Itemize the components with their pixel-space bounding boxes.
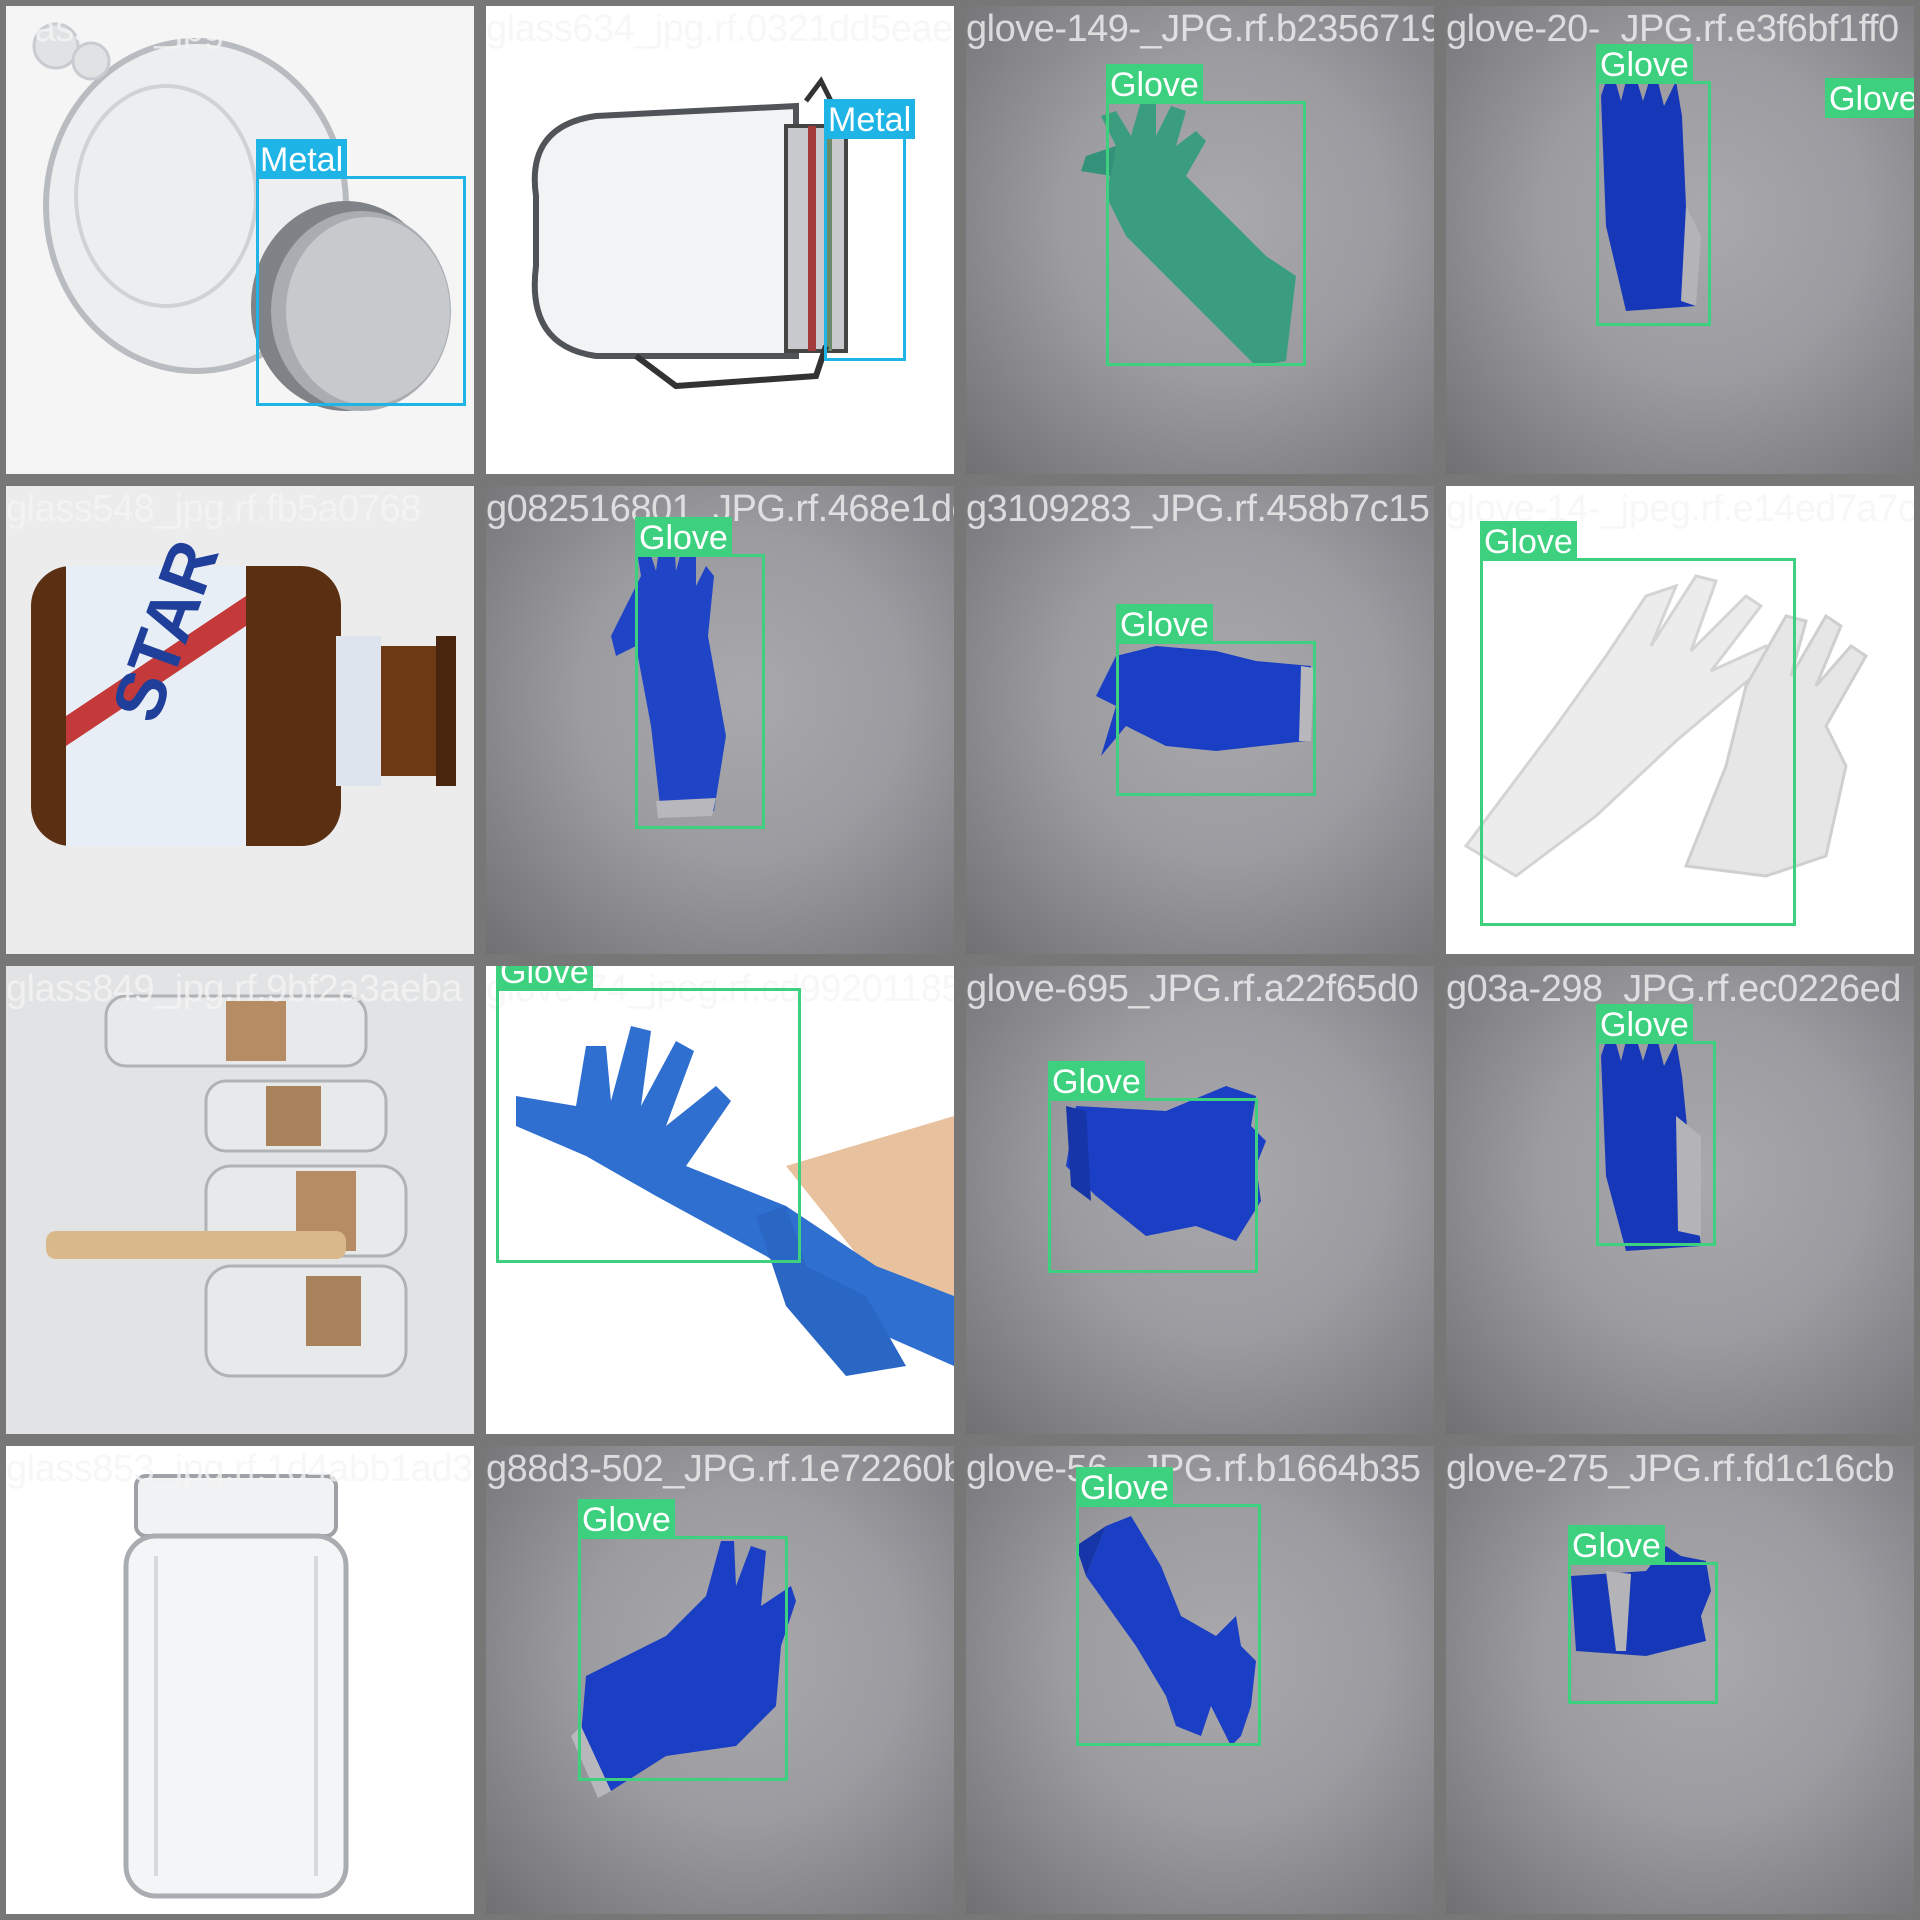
class-label: Glove <box>1568 1525 1665 1565</box>
blue-glove-image <box>1076 1516 1256 1746</box>
white-gloves-image <box>1446 486 1914 954</box>
class-label: Glove <box>1480 521 1577 561</box>
beer-bottle-image: STAR <box>6 486 474 954</box>
tile-glove-14: glove-14-_jpeg.rf.e14ed7a7c Glove <box>1440 480 1920 960</box>
tile-g03a-298: g03a-298_JPG.rf.ec0226ed Glove <box>1440 960 1920 1440</box>
tile-glass849: glass849_jpg.rf.9bf2a3aeba <box>0 960 480 1440</box>
blue-glove-image <box>1571 1546 1711 1656</box>
tile-glove-56: glove-56-_JPG.rf.b1664b35 Glove <box>960 1440 1440 1920</box>
tile-glass853: glass853_jpg.rf.1d4abb1ad3 <box>0 1440 480 1920</box>
glove-bounding-box: Glove <box>1480 521 1796 926</box>
blue-glove-image <box>1096 646 1314 756</box>
tile-g082516801: g082516801_JPG.rf.468e1de8 Glove <box>480 480 960 960</box>
blue-glove-image <box>1601 1021 1701 1251</box>
swing-top-glass-jar-image <box>486 6 954 474</box>
glass-jar-with-metal-lid-image <box>6 6 474 474</box>
metal-bounding-box: Metal <box>824 99 916 361</box>
class-label: Glove <box>1596 44 1693 84</box>
tile-glove-149: glove-149-_JPG.rf.b2356719 Glove <box>960 0 1440 480</box>
glove-bounding-box: Glove <box>578 1499 788 1781</box>
glove-bounding-box: Glove <box>635 517 765 829</box>
blue-glove-image <box>611 536 726 818</box>
class-label: Glove <box>1596 1004 1693 1044</box>
class-label: Glove <box>1048 1061 1145 1101</box>
glove-bounding-box: Glove <box>1596 1004 1716 1246</box>
tile-glove-695: glove-695_JPG.rf.a22f65d0 Glove <box>960 960 1440 1440</box>
blue-glove-image <box>1066 1086 1266 1241</box>
tile-glove-20: glove-20-_JPG.rf.e3f6bf1ff0 Glove Glove <box>1440 0 1920 480</box>
class-label: Metal <box>824 99 916 139</box>
class-label: Glove <box>1825 78 1914 118</box>
tile-glove-74: glove-74_jpeg.rf.cd99201185 Glove <box>480 960 960 1440</box>
class-label: Metal <box>256 139 348 179</box>
class-label: Glove <box>496 966 593 991</box>
glove-bounding-box: Glove <box>1048 1061 1258 1273</box>
blue-glove-image <box>1601 61 1701 311</box>
glove-bounding-box: Glove <box>1076 1467 1261 1746</box>
class-label: Glove <box>1116 604 1213 644</box>
light-blue-glove-on-hand-image <box>486 966 954 1434</box>
tile-g3109283: g3109283_JPG.rf.458b7c15 Glove <box>960 480 1440 960</box>
glove-bounding-box: Glove <box>1596 44 1711 326</box>
glove-bounding-box: Glove <box>1116 604 1316 796</box>
tall-glass-jar-image <box>6 1446 474 1914</box>
tile-glove-275: glove-275_JPG.rf.fd1c16cb Glove <box>1440 1440 1920 1920</box>
tile-glass615: glass615_jpg.rf.d9e01abcc6 Metal <box>0 0 480 480</box>
glove-bounding-box: Glove <box>1568 1525 1718 1704</box>
glove-bounding-box-partial: Glove <box>1825 78 1914 128</box>
class-label: Glove <box>1076 1467 1173 1507</box>
glass-bottles-and-brush-image <box>6 966 474 1434</box>
class-label: Glove <box>1106 64 1203 104</box>
glove-bounding-box: Glove <box>1106 64 1306 366</box>
tile-glass634: glass634_jpg.rf.0321dd5eae1 Metal <box>480 0 960 480</box>
tile-glass548: STAR glass548_jpg.rf.fb5a0768 <box>0 480 480 960</box>
glove-bounding-box: Glove <box>496 966 801 1263</box>
class-label: Glove <box>635 517 732 557</box>
metal-bounding-box: Metal <box>256 139 466 406</box>
class-label: Glove <box>578 1499 675 1539</box>
tile-g88d3-502: g88d3-502_JPG.rf.1e72260b Glove <box>480 1440 960 1920</box>
